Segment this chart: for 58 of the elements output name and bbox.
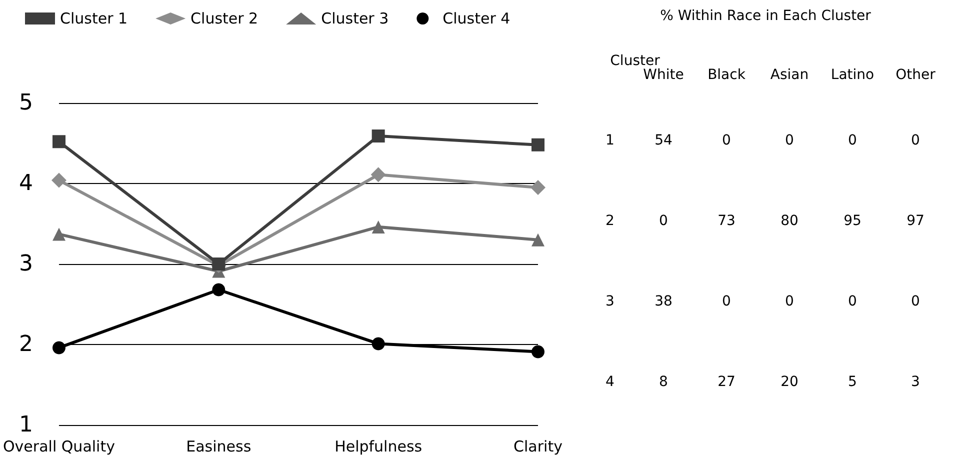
y-tick-label: 1: [606, 132, 614, 148]
x-tick-label: Latino: [830, 67, 874, 83]
point: [212, 258, 226, 270]
point: [52, 135, 66, 148]
point: [372, 220, 385, 234]
data-label: 0: [659, 212, 668, 229]
x-tick-label: White: [643, 67, 684, 83]
point: [212, 283, 226, 296]
y-tick-label: 4: [606, 374, 615, 390]
data-label: 3: [911, 374, 920, 390]
point: [51, 172, 66, 188]
legend-label: Cluster 4: [442, 10, 510, 28]
x-tick-label: Overall Quality: [2, 438, 116, 456]
legend-label: Cluster 2: [190, 10, 258, 28]
point: [372, 337, 385, 350]
data-label: 0: [911, 293, 920, 310]
point: [532, 233, 544, 246]
legend-label: Cluster 3: [321, 10, 389, 28]
data-label: 54: [654, 132, 672, 148]
data-label: 73: [718, 212, 736, 229]
point: [52, 228, 66, 241]
point: [532, 345, 544, 358]
y-tick-label: 4: [18, 171, 33, 196]
point: [532, 138, 544, 152]
data-label: 80: [780, 212, 798, 229]
y-tick-label: 5: [18, 90, 33, 116]
data-label: 0: [785, 293, 794, 310]
point: [52, 341, 66, 354]
data-label: 0: [722, 293, 731, 310]
point: [372, 130, 385, 143]
data-label: 20: [780, 374, 798, 390]
data-label: 38: [654, 293, 672, 310]
data-label: 97: [906, 212, 924, 229]
legend-label: Cluster 1: [60, 10, 128, 28]
data-label: 0: [722, 132, 731, 148]
x-tick-label: Other: [896, 67, 936, 83]
point: [530, 180, 546, 196]
y-axis-title: Cluster: [610, 53, 660, 70]
data-label: 0: [848, 132, 857, 148]
data-label: 5: [848, 374, 857, 390]
chart-title: % Within Race in Each Cluster: [660, 8, 872, 24]
data-label: 95: [844, 212, 862, 229]
x-tick-label: Asian: [770, 67, 809, 83]
data-label: 27: [718, 374, 736, 390]
data-label: 0: [785, 132, 794, 148]
point: [370, 167, 386, 182]
y-tick-label: 3: [606, 293, 614, 310]
x-tick-label: Helpfulness: [334, 438, 422, 456]
data-label: 0: [911, 132, 920, 148]
x-tick-label: Clarity: [514, 438, 563, 456]
y-tick-label: 2: [606, 212, 614, 229]
y-tick-label: 3: [18, 252, 33, 276]
y-tick-label: 2: [18, 332, 33, 357]
data-label: 0: [848, 293, 857, 310]
y-tick-label: 1: [18, 412, 33, 438]
data-label: 8: [659, 374, 668, 390]
x-tick-label: Black: [708, 67, 746, 83]
x-tick-label: Easiness: [186, 438, 252, 456]
